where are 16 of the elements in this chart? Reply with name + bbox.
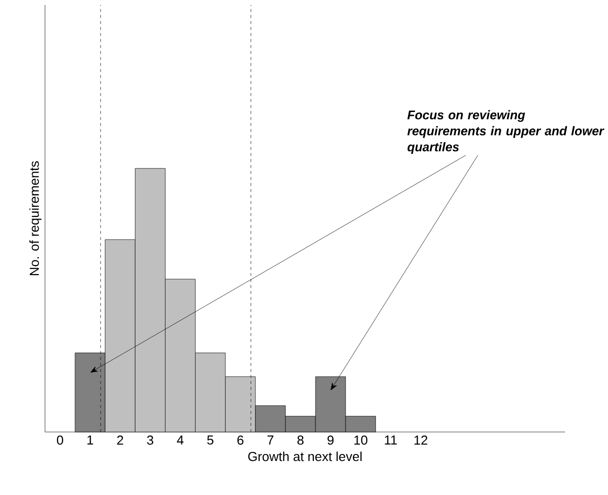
x-tick-label: 3 <box>147 436 154 445</box>
x-tick-label: 7 <box>267 436 274 444</box>
x-tick-label: 5 <box>207 436 214 445</box>
x-tick-label: 0 <box>56 436 64 445</box>
x-tick-label: 10 <box>354 436 368 445</box>
x-tick-label: 6 <box>237 436 244 445</box>
x-axis-title: Growth at next level <box>248 452 362 462</box>
x-tick-label: 12 <box>414 436 428 445</box>
x-tick-label: 4 <box>176 436 184 444</box>
x-tick-label: 9 <box>328 436 334 445</box>
x-tick-label: 11 <box>384 436 397 444</box>
text: Focus on reviewing requirements in upper and lower quartiles <box>407 110 604 154</box>
x-tick-label: 1 <box>87 436 94 444</box>
y-axis-title: No. of requirements <box>29 161 42 276</box>
x-tick-label: 8 <box>297 436 304 445</box>
x-tick-label: 2 <box>117 436 124 445</box>
